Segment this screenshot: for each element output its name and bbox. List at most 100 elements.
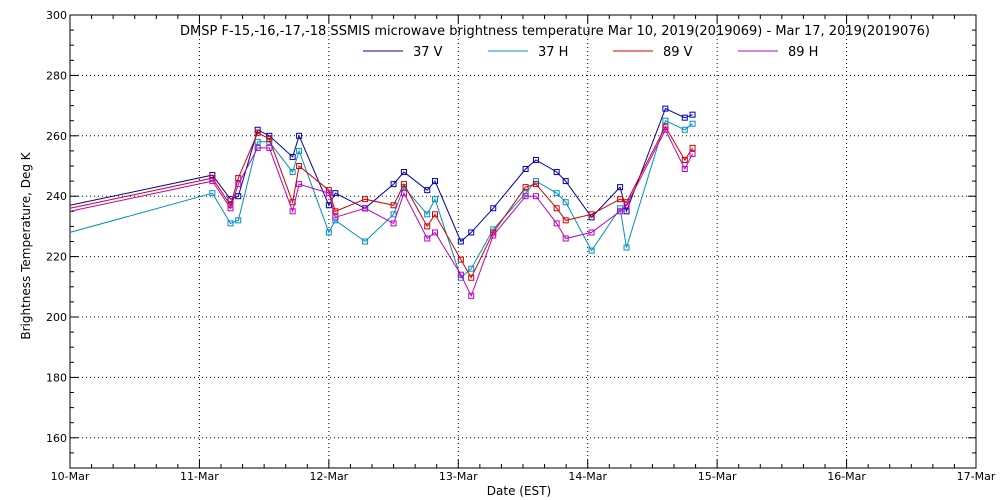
data-point-37-h	[553, 190, 560, 197]
data-point-89-h	[254, 144, 261, 151]
data-point-37-h	[588, 247, 595, 254]
data-point-37-h	[235, 217, 242, 224]
data-point-89-v	[562, 217, 569, 224]
y-tick-label: 160	[46, 432, 67, 445]
data-point-37-v	[296, 132, 303, 139]
data-point-89-v	[522, 184, 529, 191]
data-point-37-h	[325, 229, 332, 236]
data-point-89-v	[390, 202, 397, 209]
data-point-37-v	[532, 156, 539, 163]
data-point-89-v	[254, 129, 261, 136]
data-point-89-v	[209, 175, 216, 182]
data-point-37-v	[562, 178, 569, 185]
data-point-89-h	[332, 214, 339, 221]
series-line-37-v	[69, 107, 693, 243]
y-tick-label: 280	[46, 69, 67, 82]
data-point-37-v	[390, 181, 397, 188]
legend-item-89-v: 89 V	[613, 45, 693, 60]
legend-item-89-h: 89 H	[738, 45, 818, 60]
data-point-89-h	[532, 193, 539, 200]
y-tick-label: 220	[46, 251, 67, 264]
series-line-37-h	[69, 120, 693, 279]
data-point-89-h	[431, 229, 438, 236]
legend-label-89-h: 89 H	[788, 45, 818, 60]
data-point-89-h	[235, 181, 242, 188]
data-point-89-h	[689, 150, 696, 157]
data-point-37-h	[289, 169, 296, 176]
plot-frame	[69, 14, 977, 469]
data-point-89-v	[468, 274, 475, 281]
data-point-37-h	[562, 199, 569, 206]
data-point-89-h	[623, 202, 630, 209]
series-line-89-h	[69, 128, 694, 298]
data-point-37-v	[431, 178, 438, 185]
data-point-89-h	[296, 181, 303, 188]
data-point-89-h	[617, 208, 624, 215]
data-point-37-v	[457, 238, 464, 245]
y-tick-label: 240	[46, 190, 67, 203]
data-point-89-v	[532, 181, 539, 188]
legend-item-37-h: 37 H	[488, 45, 568, 60]
data-point-37-v	[588, 214, 595, 221]
data-point-37-h	[254, 138, 261, 145]
x-tick-label: 10-Mar	[51, 470, 90, 483]
data-point-37-v	[623, 208, 630, 215]
data-point-89-h	[553, 220, 560, 227]
data-point-37-h	[424, 211, 431, 218]
data-point-37-v	[522, 166, 529, 173]
y-tick-label: 200	[46, 311, 67, 324]
x-tick-label: 11-Mar	[180, 470, 219, 483]
data-point-37-v	[681, 114, 688, 121]
data-point-89-h	[468, 292, 475, 299]
data-point-89-v	[332, 208, 339, 215]
data-point-37-h	[332, 217, 339, 224]
data-point-37-v	[332, 190, 339, 197]
legend-item-37-v: 37 V	[363, 45, 443, 60]
y-tick-label: 300	[46, 9, 67, 22]
chart-title: DMSP F-15,-16,-17,-18 SSMIS microwave br…	[180, 24, 930, 39]
data-point-37-h	[362, 238, 369, 245]
series-line-89-v	[69, 125, 694, 279]
data-point-89-h	[457, 271, 464, 278]
data-point-89-v	[431, 211, 438, 218]
data-point-37-h	[390, 211, 397, 218]
data-point-89-v	[266, 135, 273, 142]
data-point-89-h	[490, 232, 497, 239]
data-point-89-v	[296, 163, 303, 169]
x-tick-label: 12-Mar	[309, 470, 348, 483]
x-tick-label: 16-Mar	[827, 470, 866, 483]
x-tick-label: 15-Mar	[698, 470, 737, 483]
legend-label-37-v: 37 V	[413, 45, 443, 60]
data-point-37-h	[468, 265, 475, 272]
data-point-89-h	[681, 166, 688, 173]
ticks-layer: 10-Mar 11-Mar 12-Mar 13-Mar 14-Mar 15-Mar 16-M…	[46, 9, 996, 483]
data-point-37-h	[296, 147, 303, 154]
data-point-37-v	[490, 205, 497, 212]
data-point-89-h	[227, 205, 234, 212]
series-89-h	[69, 126, 696, 299]
data-point-89-h	[588, 229, 595, 236]
data-point-89-h	[289, 208, 296, 215]
data-point-89-v	[457, 256, 464, 263]
data-point-89-v	[235, 175, 242, 182]
data-point-37-v	[289, 153, 296, 160]
data-point-37-v	[400, 169, 407, 176]
series-layer	[69, 105, 696, 299]
y-tick-label: 260	[46, 130, 67, 143]
data-point-89-h	[424, 235, 431, 242]
data-point-89-v	[553, 205, 560, 212]
data-point-37-v	[689, 111, 696, 118]
data-point-89-h	[325, 190, 332, 197]
data-point-89-v	[681, 156, 688, 163]
data-point-89-h	[390, 220, 397, 227]
x-tick-label: 17-Mar	[957, 470, 996, 483]
series-37-h	[69, 117, 696, 281]
data-point-89-v	[424, 223, 431, 230]
data-point-37-h	[522, 190, 529, 197]
data-point-37-v	[617, 184, 624, 191]
data-point-37-v	[662, 105, 669, 112]
legend-label-89-v: 89 V	[663, 45, 693, 60]
data-point-37-h	[431, 196, 438, 203]
x-tick-label: 13-Mar	[439, 470, 478, 483]
data-point-37-v	[468, 229, 475, 236]
